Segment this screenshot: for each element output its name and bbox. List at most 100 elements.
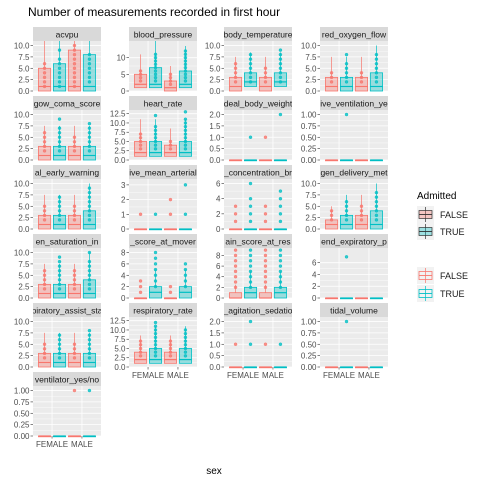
facet-al-early-warning: al_early_warning 0.0 2.5 5.0 7.5 10.0 <box>14 165 101 234</box>
data-point <box>42 66 47 70</box>
data-point <box>57 144 62 149</box>
data-point <box>374 62 379 66</box>
data-point <box>248 219 253 224</box>
box-female-true <box>53 145 67 161</box>
data-point <box>233 253 238 258</box>
y-tick-label: 7.5 <box>18 260 30 269</box>
data-point <box>138 354 143 358</box>
data-point <box>248 259 253 263</box>
facet-panel-bg <box>224 110 292 160</box>
data-point <box>183 52 188 57</box>
y-tick-label: 10.0 <box>301 42 317 51</box>
box-female-false <box>38 214 52 230</box>
data-point <box>183 59 188 63</box>
data-point <box>87 328 92 333</box>
facet-panel-bg <box>320 110 388 160</box>
data-point <box>183 284 188 289</box>
facet-strip-bg <box>33 96 101 110</box>
data-point <box>138 132 143 136</box>
data-point <box>248 269 253 274</box>
data-point <box>42 287 47 291</box>
data-point <box>248 264 253 268</box>
data-point <box>168 75 173 80</box>
data-point <box>329 213 334 218</box>
y-tick-label: 0.50 <box>301 133 317 142</box>
data-point <box>248 204 253 208</box>
data-point <box>278 264 283 268</box>
facet-strip-bg <box>129 96 197 110</box>
y-tick-label: 7.5 <box>114 335 126 344</box>
data-point <box>87 269 92 273</box>
facet-strip-bg <box>320 96 388 110</box>
data-point <box>42 84 47 89</box>
data-point <box>248 80 253 84</box>
y-tick-label: 10.0 <box>14 249 30 258</box>
data-point <box>233 80 238 84</box>
facet-strip-label: en_saturation_in <box>36 237 99 247</box>
data-point <box>153 250 158 255</box>
data-point <box>248 275 253 279</box>
data-point <box>183 139 188 144</box>
y-tick-label: 0 <box>121 87 126 96</box>
data-point <box>278 269 283 274</box>
data-point <box>57 356 62 360</box>
data-point <box>344 319 349 324</box>
facet-ive-mean-arterial: ive_mean_arterial 0 1 2 3 <box>121 165 197 234</box>
data-point <box>344 75 349 80</box>
facet-strip-bg <box>129 165 197 179</box>
y-tick-label: 7.5 <box>18 191 30 200</box>
facet-strip-bg <box>33 372 101 386</box>
facet-gow-coma-score: gow_coma_score 0.0 2.5 5.0 7.5 10.0 <box>14 96 101 165</box>
facet-strip-label: ventilator_yes/no <box>35 375 100 385</box>
data-point <box>72 80 77 84</box>
data-point <box>263 80 268 84</box>
x-tick-label-female: FEMALE <box>36 440 68 449</box>
data-point <box>248 57 253 61</box>
box-female-false <box>38 145 52 161</box>
box-male-false <box>354 76 368 92</box>
data-point <box>87 273 92 277</box>
data-point <box>233 75 238 80</box>
y-tick-label: 0.25 <box>301 352 317 361</box>
data-point <box>153 143 158 147</box>
y-tick-label: 7.5 <box>305 191 317 200</box>
data-point <box>72 209 77 213</box>
data-point <box>57 287 62 291</box>
data-point <box>87 351 92 356</box>
y-tick-label: 0.50 <box>14 409 30 418</box>
data-point <box>183 350 188 354</box>
facet-panel-bg <box>320 317 388 367</box>
data-point <box>278 259 283 263</box>
data-point <box>87 209 92 213</box>
box-female-false <box>325 76 339 92</box>
data-point <box>42 75 47 80</box>
data-point <box>374 195 379 199</box>
data-point <box>168 147 173 151</box>
data-point <box>153 320 158 325</box>
facet-strip-bg <box>129 234 197 248</box>
facet-strip-label: piratory_assist_sta <box>32 306 103 316</box>
facet-score-at-mover: _score_at_mover 0 2 4 6 8 <box>121 234 197 303</box>
data-point <box>248 319 253 324</box>
data-point <box>233 248 238 252</box>
data-point <box>57 75 62 80</box>
y-tick-label: 5.0 <box>114 344 126 353</box>
facet-blood-pressure: blood_pressure 0 5 10 <box>117 27 197 96</box>
data-point <box>72 149 77 153</box>
data-point <box>153 284 158 289</box>
data-point <box>278 57 283 61</box>
data-point <box>153 273 158 277</box>
data-point <box>263 66 268 70</box>
data-point <box>374 71 379 75</box>
y-tick-label: 4 <box>312 270 317 279</box>
y-tick-label: 5.0 <box>18 340 30 349</box>
y-tick-label: 0.0 <box>18 225 30 234</box>
data-point <box>374 213 379 218</box>
facet-body-temperature: body_temperature 0.0 2.5 5.0 7.5 10.0 <box>205 27 292 96</box>
data-point <box>183 49 188 53</box>
data-point <box>233 280 238 284</box>
data-point <box>374 80 379 84</box>
box-male-false <box>67 145 82 161</box>
data-point <box>153 262 158 266</box>
